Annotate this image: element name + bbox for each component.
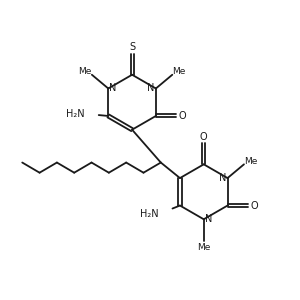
Text: N: N [205, 214, 212, 224]
Text: Me: Me [79, 67, 92, 76]
Text: N: N [219, 173, 226, 183]
Text: H₂N: H₂N [140, 209, 159, 219]
Text: Me: Me [172, 67, 186, 76]
Text: N: N [110, 83, 117, 94]
Text: N: N [147, 83, 155, 94]
Text: Me: Me [197, 243, 210, 252]
Text: O: O [179, 111, 187, 121]
Text: H₂N: H₂N [66, 109, 85, 119]
Text: Me: Me [244, 157, 257, 166]
Text: S: S [129, 42, 135, 52]
Text: O: O [250, 200, 258, 211]
Text: O: O [200, 132, 208, 142]
